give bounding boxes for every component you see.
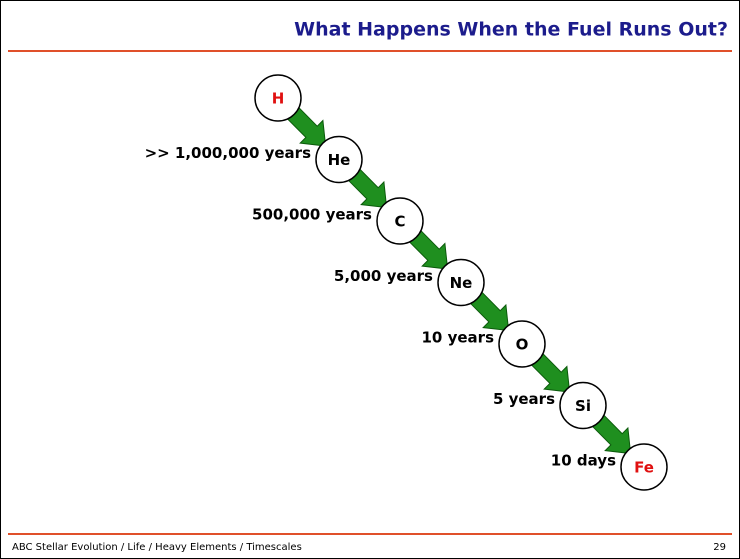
element-node <box>437 258 485 307</box>
footer-text: ABC Stellar Evolution / Life / Heavy Ele… <box>12 542 302 553</box>
timescale-label: 10 years <box>422 329 495 347</box>
element-label: He <box>328 151 351 169</box>
element-node <box>559 381 607 430</box>
element-node <box>498 320 546 368</box>
element-label: O <box>516 336 529 354</box>
element-node <box>254 74 302 122</box>
timescale-label: 10 days <box>551 452 616 470</box>
timescale-label: 500,000 years <box>252 206 372 224</box>
element-label: C <box>394 213 405 231</box>
timescale-label: >> 1,000,000 years <box>145 144 312 162</box>
element-label: Fe <box>634 459 654 477</box>
element-node <box>315 135 363 184</box>
element-node <box>376 197 424 245</box>
element-node <box>620 443 668 491</box>
element-label: Ne <box>450 274 473 292</box>
element-label: Si <box>575 397 591 415</box>
page-number: 29 <box>713 542 726 553</box>
slide-title: What Happens When the Fuel Runs Out? <box>294 19 728 41</box>
timescale-label: 5,000 years <box>334 267 433 285</box>
timescale-label: 5 years <box>493 390 555 408</box>
element-label: H <box>272 90 285 108</box>
